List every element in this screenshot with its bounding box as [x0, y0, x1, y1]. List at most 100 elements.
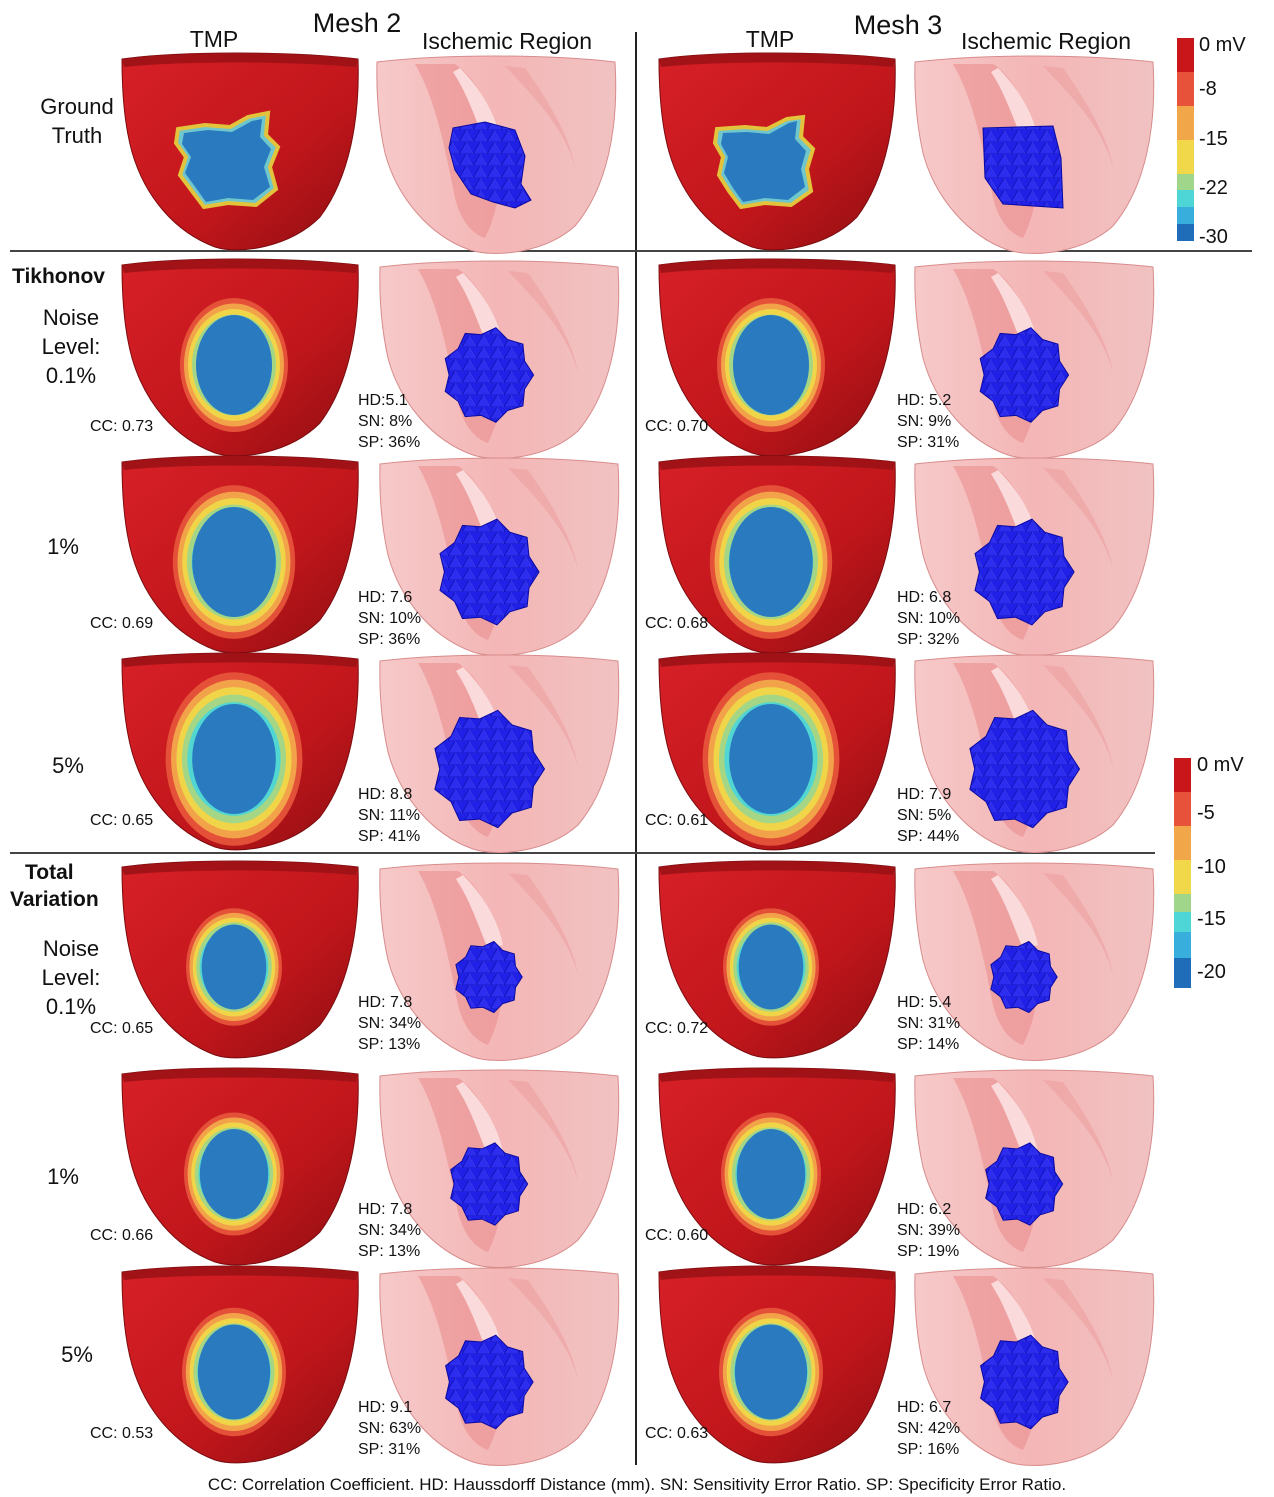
total_variation-mesh3-row2-cc-label: CC: 0.63 — [645, 1425, 708, 1442]
gt-mesh3-ischemic-heart — [914, 55, 1155, 254]
total_variation-mesh2-row0-hd-label: HD: 7.8 — [358, 994, 412, 1011]
mesh2-col-ischemic: Ischemic Region — [422, 28, 592, 54]
tikhonov-mesh2-row2-sp-label: SP: 41% — [358, 828, 420, 845]
ground-truth-label-line1: Ground — [40, 94, 113, 119]
mesh3-title: Mesh 3 — [854, 10, 943, 40]
tikhonov-mesh2-row0-hd-label: HD:5.1 — [358, 392, 408, 409]
mesh2-title: Mesh 2 — [313, 8, 402, 38]
tikhonov-mesh3-row2-cc-label: CC: 0.61 — [645, 812, 708, 829]
mesh2-col-tmp: TMP — [190, 26, 239, 52]
tikhonov-mesh2-row2-sn-label: SN: 11% — [358, 807, 420, 824]
total_variation-mesh2-row0-ischemic-heart — [379, 862, 620, 1061]
footer-legend: CC: Correlation Coefficient. HD: Haussdo… — [208, 1475, 1066, 1494]
colorbar-bottom-label-4: -20 — [1197, 961, 1226, 983]
tikhonov-mesh2-row0-ischemic-heart — [379, 260, 620, 459]
tikhonov-mesh2-row0-cc-label: CC: 0.73 — [90, 418, 153, 435]
total_variation-mesh2-row2-cc-label: CC: 0.53 — [90, 1425, 153, 1442]
total_variation-mesh2-row1-sn-label: SN: 34% — [358, 1222, 421, 1239]
total_variation-mesh2-row2-hd-label: HD: 9.1 — [358, 1399, 412, 1416]
total_variation-mesh2-row0-tmp-heart — [121, 860, 359, 1059]
gt-mesh3-tmp-heart — [658, 52, 896, 251]
tikhonov-mesh2-row2-ischemic-heart — [379, 654, 620, 853]
results-grid: CC: 0.73 HD:5.1 SN: 8% SP: 36% CC: 0.70 HD: 5… — [90, 258, 1155, 1466]
colorbar-bottom-label-2: -10 — [1197, 856, 1226, 878]
colorbar-top-label-3: -22 — [1199, 177, 1228, 199]
total_variation-mesh2-row0-sp-label: SP: 13% — [358, 1036, 420, 1053]
tikhonov-mesh3-row2-hd-label: HD: 7.9 — [897, 786, 951, 803]
tikhonov-mesh3-row1-sn-label: SN: 10% — [897, 610, 960, 627]
tikhonov-mesh3-row2-sn-label: SN: 5% — [897, 807, 951, 824]
colorbar-top-label-0: 0 mV — [1199, 34, 1246, 56]
tik-noise-level-0: 0.1% — [46, 363, 96, 388]
tikhonov-mesh2-row0-sn-label: SN: 8% — [358, 413, 412, 430]
total_variation-mesh3-row1-tmp-heart — [658, 1067, 896, 1266]
tv-noise-level-1: 1% — [47, 1164, 79, 1189]
colorbar-bottom-label-3: -15 — [1197, 908, 1226, 930]
total_variation-mesh3-row2-sn-label: SN: 42% — [897, 1420, 960, 1437]
total_variation-mesh2-row2-tmp-heart — [121, 1265, 359, 1464]
total_variation-mesh2-row1-ischemic-heart — [379, 1069, 620, 1268]
tik-noise-level-2: 5% — [52, 753, 84, 778]
total_variation-mesh3-row1-sp-label: SP: 19% — [897, 1243, 959, 1260]
tikhonov-mesh2-row1-hd-label: HD: 7.6 — [358, 589, 412, 606]
colorbar-bottom: 0 mV -5 -10 -15 -20 — [1174, 754, 1244, 988]
total_variation-mesh3-row1-cc-label: CC: 0.60 — [645, 1227, 708, 1244]
colorbar-bottom-label-0: 0 mV — [1197, 754, 1244, 776]
total_variation-mesh2-row1-sp-label: SP: 13% — [358, 1243, 420, 1260]
total_variation-mesh3-row0-ischemic-heart — [914, 862, 1155, 1061]
tikhonov-mesh3-row0-tmp-heart — [658, 258, 896, 457]
total_variation-mesh2-row2-ischemic-heart — [379, 1267, 620, 1466]
total_variation-mesh3-row2-sp-label: SP: 16% — [897, 1441, 959, 1458]
ground-truth-label-line2: Truth — [52, 123, 103, 148]
tikhonov-mesh2-row1-sp-label: SP: 36% — [358, 631, 420, 648]
tikhonov-mesh3-row1-sp-label: SP: 32% — [897, 631, 959, 648]
colorbar-top-label-1: -8 — [1199, 78, 1217, 100]
mesh3-col-tmp: TMP — [746, 26, 795, 52]
tikhonov-mesh3-row0-sn-label: SN: 9% — [897, 413, 951, 430]
tikhonov-mesh3-row0-hd-label: HD: 5.2 — [897, 392, 951, 409]
tikhonov-label: Tikhonov — [12, 265, 105, 288]
tikhonov-mesh2-row1-sn-label: SN: 10% — [358, 610, 421, 627]
colorbar-top-label-4: -30 — [1199, 226, 1228, 248]
total_variation-mesh3-row2-hd-label: HD: 6.7 — [897, 1399, 951, 1416]
tikhonov-mesh3-row1-tmp-heart — [658, 455, 896, 654]
total_variation-mesh3-row0-cc-label: CC: 0.72 — [645, 1020, 708, 1037]
tikhonov-mesh3-row1-cc-label: CC: 0.68 — [645, 615, 708, 632]
tik-noise-label-line2: Level: — [42, 334, 101, 359]
tikhonov-mesh2-row2-cc-label: CC: 0.65 — [90, 812, 153, 829]
mesh3-col-ischemic: Ischemic Region — [961, 28, 1131, 54]
tv-noise-label-line2: Level: — [42, 965, 101, 990]
tv-label-line1: Total — [25, 861, 74, 884]
gt-mesh2-ischemic-heart — [376, 55, 617, 254]
tv-noise-label-line1: Noise — [43, 936, 99, 961]
total_variation-mesh2-row1-cc-label: CC: 0.66 — [90, 1227, 153, 1244]
tikhonov-mesh3-row2-tmp-heart — [658, 652, 896, 851]
total_variation-mesh2-row1-tmp-heart — [121, 1067, 359, 1266]
total_variation-mesh2-row1-hd-label: HD: 7.8 — [358, 1201, 412, 1218]
tv-label-line2: Variation — [10, 888, 99, 911]
tikhonov-mesh3-row0-ischemic-heart — [914, 260, 1155, 459]
total_variation-mesh2-row2-sn-label: SN: 63% — [358, 1420, 421, 1437]
tikhonov-mesh3-row1-ischemic-heart — [914, 457, 1155, 656]
total_variation-mesh2-row0-sn-label: SN: 34% — [358, 1015, 421, 1032]
total_variation-mesh2-row2-sp-label: SP: 31% — [358, 1441, 420, 1458]
tikhonov-mesh3-row0-cc-label: CC: 0.70 — [645, 418, 708, 435]
colorbar-top: 0 mV -8 -15 -22 -30 — [1177, 34, 1246, 248]
tikhonov-mesh2-row2-tmp-heart — [121, 652, 359, 851]
tikhonov-mesh3-row2-sp-label: SP: 44% — [897, 828, 959, 845]
tikhonov-mesh2-row1-tmp-heart — [121, 455, 359, 654]
gt-mesh2-tmp-heart — [121, 52, 359, 251]
total_variation-mesh3-row2-ischemic-heart — [914, 1267, 1155, 1466]
total_variation-mesh3-row1-ischemic-heart — [914, 1069, 1155, 1268]
total_variation-mesh3-row0-hd-label: HD: 5.4 — [897, 994, 951, 1011]
total_variation-mesh3-row0-sp-label: SP: 14% — [897, 1036, 959, 1053]
total_variation-mesh3-row1-hd-label: HD: 6.2 — [897, 1201, 951, 1218]
tikhonov-mesh3-row0-sp-label: SP: 31% — [897, 434, 959, 451]
colorbar-top-label-2: -15 — [1199, 128, 1228, 150]
tikhonov-mesh3-row2-ischemic-heart — [914, 654, 1155, 853]
tikhonov-mesh2-row1-cc-label: CC: 0.69 — [90, 615, 153, 632]
tikhonov-mesh2-row1-ischemic-heart — [379, 457, 620, 656]
tik-noise-label-line1: Noise — [43, 305, 99, 330]
tv-noise-level-2: 5% — [61, 1342, 93, 1367]
tikhonov-mesh2-row0-tmp-heart — [121, 258, 359, 457]
